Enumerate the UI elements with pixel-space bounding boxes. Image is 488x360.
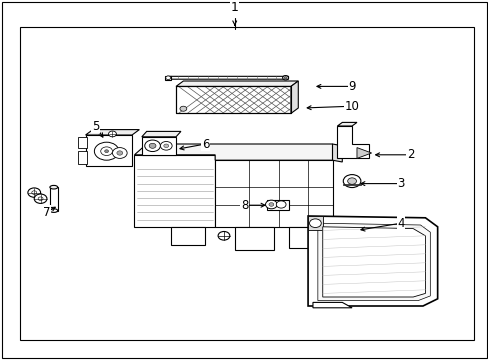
Circle shape bbox=[180, 106, 186, 111]
Polygon shape bbox=[165, 76, 171, 80]
Text: 10: 10 bbox=[344, 100, 359, 113]
Circle shape bbox=[28, 188, 41, 197]
Polygon shape bbox=[166, 76, 288, 79]
Ellipse shape bbox=[50, 209, 58, 212]
Text: 9: 9 bbox=[347, 80, 355, 93]
Text: 5: 5 bbox=[91, 120, 99, 132]
Circle shape bbox=[343, 175, 360, 188]
Bar bbox=[20, 27, 473, 340]
Circle shape bbox=[218, 231, 229, 240]
Polygon shape bbox=[290, 81, 298, 113]
Polygon shape bbox=[142, 131, 181, 137]
Circle shape bbox=[268, 203, 273, 206]
Polygon shape bbox=[332, 144, 342, 162]
Polygon shape bbox=[78, 151, 87, 164]
Polygon shape bbox=[307, 216, 437, 306]
Circle shape bbox=[144, 140, 160, 152]
Text: 8: 8 bbox=[240, 199, 248, 212]
Text: 4: 4 bbox=[396, 217, 404, 230]
Circle shape bbox=[284, 77, 286, 79]
Polygon shape bbox=[288, 227, 317, 248]
Polygon shape bbox=[307, 216, 322, 230]
Text: 1: 1 bbox=[230, 1, 238, 14]
Polygon shape bbox=[134, 144, 332, 160]
Polygon shape bbox=[215, 160, 332, 227]
Circle shape bbox=[282, 76, 288, 80]
Circle shape bbox=[112, 148, 127, 158]
Polygon shape bbox=[234, 227, 273, 250]
Polygon shape bbox=[85, 135, 132, 166]
Circle shape bbox=[101, 147, 112, 156]
Polygon shape bbox=[176, 86, 290, 113]
Circle shape bbox=[94, 142, 119, 160]
Circle shape bbox=[34, 194, 47, 203]
Polygon shape bbox=[176, 81, 298, 86]
Text: 2: 2 bbox=[406, 148, 414, 161]
Circle shape bbox=[160, 141, 172, 150]
Polygon shape bbox=[337, 126, 368, 158]
Polygon shape bbox=[134, 155, 215, 227]
Circle shape bbox=[108, 131, 116, 137]
Circle shape bbox=[117, 151, 122, 155]
Polygon shape bbox=[312, 302, 351, 308]
Polygon shape bbox=[85, 130, 139, 135]
Polygon shape bbox=[78, 137, 87, 148]
Polygon shape bbox=[50, 187, 58, 211]
Polygon shape bbox=[337, 122, 356, 126]
Circle shape bbox=[149, 143, 156, 148]
Circle shape bbox=[38, 197, 43, 201]
Circle shape bbox=[32, 191, 37, 194]
Polygon shape bbox=[266, 200, 288, 210]
Circle shape bbox=[165, 76, 170, 80]
Circle shape bbox=[347, 178, 356, 184]
Polygon shape bbox=[171, 227, 205, 245]
Polygon shape bbox=[356, 148, 371, 158]
Ellipse shape bbox=[50, 185, 58, 189]
Circle shape bbox=[104, 150, 108, 153]
Polygon shape bbox=[317, 223, 429, 301]
Polygon shape bbox=[142, 137, 176, 155]
Polygon shape bbox=[343, 184, 360, 185]
Text: 3: 3 bbox=[396, 177, 404, 190]
Text: 7: 7 bbox=[42, 206, 50, 219]
Polygon shape bbox=[322, 227, 425, 297]
Circle shape bbox=[265, 200, 277, 209]
Text: 6: 6 bbox=[201, 138, 209, 150]
Circle shape bbox=[163, 144, 168, 148]
Circle shape bbox=[309, 219, 321, 228]
Circle shape bbox=[276, 201, 285, 208]
